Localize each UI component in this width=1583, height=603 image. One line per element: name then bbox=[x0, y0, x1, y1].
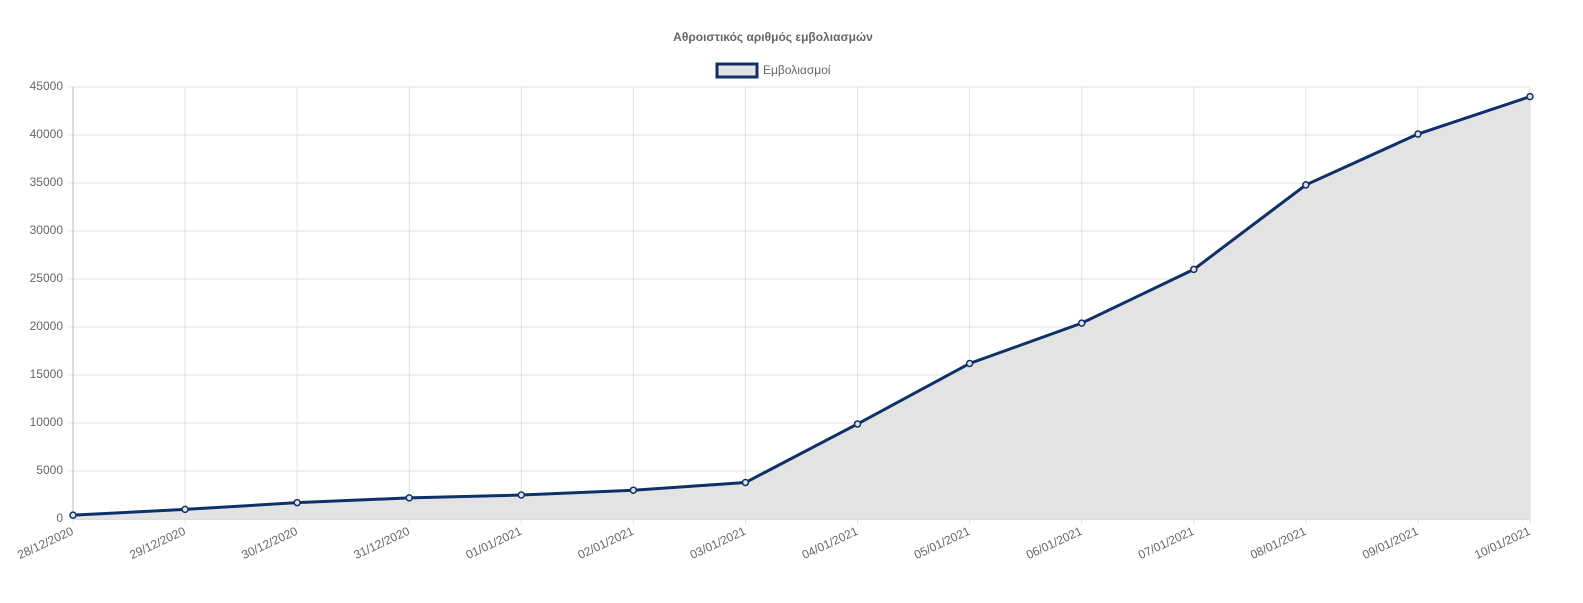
y-tick-label: 25000 bbox=[30, 271, 64, 285]
y-tick-label: 15000 bbox=[30, 367, 64, 381]
point bbox=[1526, 92, 1534, 101]
x-tick-label: 01/01/2021 bbox=[464, 524, 525, 562]
y-tick-label: 20000 bbox=[30, 319, 64, 333]
x-tick-label: 09/01/2021 bbox=[1360, 524, 1421, 562]
chart-title: Αθροιστικός αριθμός εμβολιασμών bbox=[673, 30, 873, 44]
y-tick-label: 30000 bbox=[30, 223, 64, 237]
x-tick-label: 29/12/2020 bbox=[127, 524, 188, 562]
x-tick-label: 31/12/2020 bbox=[351, 524, 412, 562]
x-tick-label: 02/01/2021 bbox=[576, 524, 637, 562]
x-tick-label: 07/01/2021 bbox=[1136, 524, 1197, 562]
point bbox=[965, 359, 974, 368]
point bbox=[293, 498, 301, 507]
point bbox=[181, 505, 189, 514]
y-tick-label: 35000 bbox=[30, 175, 64, 189]
point bbox=[1190, 265, 1198, 274]
point bbox=[517, 491, 526, 499]
x-tick-label: 08/01/2021 bbox=[1248, 524, 1309, 562]
y-tick-label: 5000 bbox=[36, 463, 63, 477]
x-tick-label: 03/01/2021 bbox=[688, 524, 749, 562]
y-tick-label: 45000 bbox=[30, 79, 64, 93]
point bbox=[1414, 130, 1422, 138]
area bbox=[73, 96, 1530, 519]
point bbox=[1302, 181, 1310, 189]
x-tick-label: 04/01/2021 bbox=[800, 524, 861, 562]
point bbox=[629, 486, 638, 494]
x-tick-label: 06/01/2021 bbox=[1024, 524, 1085, 562]
y-tick-label: 0 bbox=[56, 511, 63, 525]
y-tick-label: 40000 bbox=[30, 127, 64, 141]
point bbox=[741, 478, 750, 487]
x-tick-label: 05/01/2021 bbox=[912, 524, 973, 562]
line bbox=[72, 95, 1531, 517]
x-tick-label: 28/12/2020 bbox=[15, 524, 76, 562]
legend-swatch bbox=[715, 62, 759, 79]
legend-label: Εμβολιασμοί bbox=[763, 63, 831, 77]
x-tick-label: 30/12/2020 bbox=[239, 524, 300, 562]
x-tick-label: 10/01/2021 bbox=[1472, 524, 1533, 562]
point bbox=[405, 494, 413, 502]
point bbox=[853, 420, 862, 428]
y-tick-label: 10000 bbox=[30, 415, 64, 429]
point bbox=[1077, 319, 1086, 327]
point bbox=[69, 511, 77, 519]
